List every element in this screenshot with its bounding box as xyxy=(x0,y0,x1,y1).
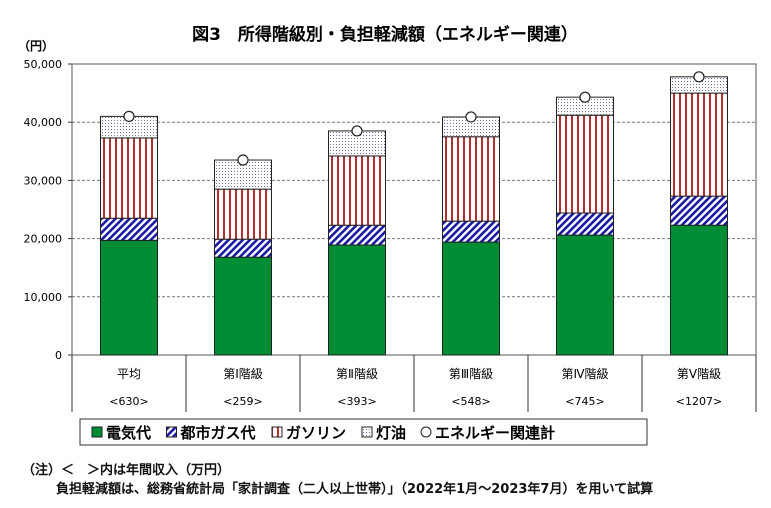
income-label: <548> xyxy=(451,395,490,408)
legend-label: 灯油 xyxy=(376,424,406,442)
income-label: <393> xyxy=(337,395,376,408)
stacked-bar-chart: 図3 所得階級別・負担軽減額（エネルギー関連） （円） 0 10,000 20,00… xyxy=(18,24,757,446)
bar-segment-ガソリン xyxy=(100,137,158,219)
bar-segment-都市ガス代 xyxy=(442,220,500,243)
legend-label: ガソリン xyxy=(286,424,346,442)
legend: 電気代 都市ガス代 ガソリン 灯油 エネルギー関連計 xyxy=(79,418,648,446)
bar-segment-電気代 xyxy=(670,224,728,356)
bar-segment-ガソリン xyxy=(214,188,272,240)
legend-marker-circle xyxy=(420,426,432,438)
bar-segment-都市ガス代 xyxy=(670,195,728,226)
bar-segment-ガソリン xyxy=(442,136,500,222)
bar-segment-ガソリン xyxy=(328,155,386,226)
bar-segment-ガソリン xyxy=(556,114,614,214)
category-label: 第Ⅴ階級 xyxy=(677,366,721,381)
bar-segment-電気代 xyxy=(214,256,272,356)
bar-segment-都市ガス代 xyxy=(214,238,272,258)
legend-label: 電気代 xyxy=(106,424,151,442)
legend-label: エネルギー関連計 xyxy=(435,424,555,442)
note-line-2: 負担軽減額は、総務省統計局「家計調査（二人以上世帯）」（2022年1月～2023… xyxy=(56,482,654,497)
category-label: 第Ⅱ階級 xyxy=(336,366,378,381)
bar-segment-都市ガス代 xyxy=(556,212,614,236)
income-label: <745> xyxy=(565,395,604,408)
bar-segment-電気代 xyxy=(442,241,500,356)
total-marker xyxy=(693,71,705,83)
legend-label: 都市ガス代 xyxy=(180,424,256,442)
bar-segment-電気代 xyxy=(100,239,158,356)
legend-swatch xyxy=(271,426,283,438)
bar-segment-都市ガス代 xyxy=(100,217,158,241)
legend-swatch xyxy=(361,426,373,438)
bar-segment-電気代 xyxy=(556,234,614,356)
bar-segment-都市ガス代 xyxy=(328,224,386,246)
y-tick-label: 40,000 xyxy=(24,116,63,129)
y-tick-label: 50,000 xyxy=(24,58,63,71)
income-label: <630> xyxy=(109,395,148,408)
chart-title: 図3 所得階級別・負担軽減額（エネルギー関連） xyxy=(192,24,578,45)
y-tick-label: 20,000 xyxy=(24,233,63,246)
bar-segment-電気代 xyxy=(328,244,386,356)
y-axis-label: （円） xyxy=(18,38,54,53)
legend-swatch xyxy=(166,426,177,438)
plot-frame xyxy=(71,63,757,356)
total-marker xyxy=(465,111,477,123)
bar-segment-ガソリン xyxy=(670,92,728,197)
total-marker xyxy=(237,154,249,166)
total-marker xyxy=(351,125,363,137)
category-label: 第Ⅰ階級 xyxy=(223,366,263,381)
y-tick-label: 30,000 xyxy=(24,174,63,187)
total-marker xyxy=(579,91,591,103)
category-label: 平均 xyxy=(117,367,141,381)
y-tick-label: 0 xyxy=(55,349,62,362)
category-label: 第Ⅳ階級 xyxy=(561,366,608,381)
legend-swatch xyxy=(91,426,103,438)
category-label: 第Ⅲ階級 xyxy=(449,366,493,381)
total-marker xyxy=(123,110,135,122)
y-tick-label: 10,000 xyxy=(24,291,63,304)
note-line-1: （注）＜ ＞内は年間収入（万円） xyxy=(22,463,231,478)
income-label: <259> xyxy=(223,395,262,408)
income-label: <1207> xyxy=(676,395,722,408)
